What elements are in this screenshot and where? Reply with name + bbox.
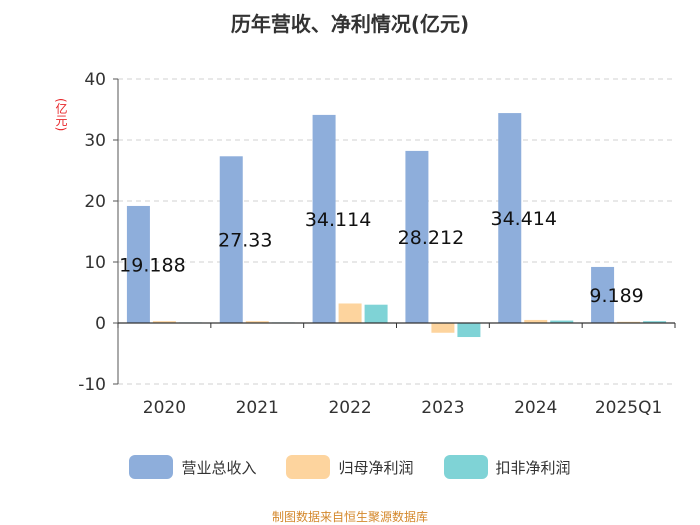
bar-revenue: [591, 266, 615, 323]
bar-net-profit: [431, 323, 455, 333]
x-tick-label: 2025Q1: [595, 398, 662, 418]
legend: 营业总收入 归母净利润 扣非净利润: [0, 455, 700, 479]
bar-revenue: [312, 114, 336, 323]
x-tick-label: 2023: [421, 398, 464, 418]
bar-revenue: [498, 113, 522, 323]
bar-net-profit: [524, 319, 548, 323]
data-label: 28.212: [398, 227, 464, 249]
bar-net-profit: [617, 321, 641, 323]
x-tick-label: 2020: [143, 398, 186, 418]
x-tick-label: 2021: [236, 398, 279, 418]
legend-item-net-profit[interactable]: 归母净利润: [286, 455, 414, 479]
y-tick-label: 30: [84, 131, 106, 151]
bar-deducted-profit: [550, 320, 574, 323]
legend-label-net-profit: 归母净利润: [338, 458, 414, 477]
y-tick-label: 10: [84, 253, 106, 273]
x-tick-label: 2024: [514, 398, 557, 418]
legend-item-revenue[interactable]: 营业总收入: [129, 455, 256, 479]
bar-deducted-profit: [364, 304, 388, 323]
bar-net-profit: [338, 303, 362, 323]
data-label: 9.189: [589, 285, 643, 307]
bar-deducted-profit: [643, 321, 667, 323]
source-note: 制图数据来自恒生聚源数据库: [271, 510, 428, 524]
data-label: 19.188: [119, 254, 185, 276]
legend-swatch-deducted-profit: [443, 455, 488, 479]
x-tick-label: 2022: [328, 398, 371, 418]
bar-revenue: [126, 205, 150, 323]
bar-net-profit: [152, 321, 176, 323]
bar-revenue: [219, 156, 243, 323]
bar-deducted-profit: [457, 323, 481, 338]
legend-label-deducted-profit: 扣非净利润: [495, 458, 571, 477]
legend-swatch-revenue: [129, 455, 174, 479]
data-label: 34.114: [305, 209, 371, 231]
chart-title: 历年营收、净利情况(亿元): [230, 12, 470, 36]
y-tick-label: -10: [78, 375, 106, 395]
y-tick-label: 20: [84, 192, 106, 212]
data-label: 27.33: [218, 230, 272, 252]
legend-swatch-net-profit: [286, 455, 331, 479]
bar-net-profit: [245, 321, 269, 323]
y-tick-label: 40: [84, 70, 106, 90]
bar-revenue: [405, 150, 429, 323]
legend-item-deducted-profit[interactable]: 扣非净利润: [443, 455, 571, 479]
y-axis-label: (亿元): [54, 98, 68, 132]
data-label: 34.414: [491, 208, 557, 230]
legend-label-revenue: 营业总收入: [181, 458, 257, 477]
y-tick-label: 0: [95, 314, 106, 334]
